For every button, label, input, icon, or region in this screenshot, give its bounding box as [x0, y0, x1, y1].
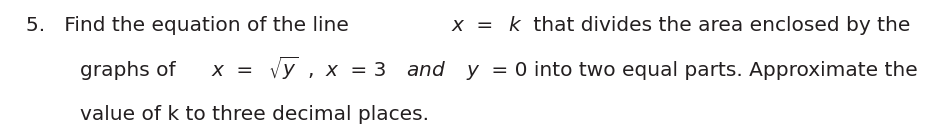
Text: ,: , [308, 61, 321, 80]
Text: $x$: $x$ [211, 61, 226, 80]
Text: 5.   Find the equation of the line: 5. Find the equation of the line [26, 16, 355, 35]
Text: $and$: $and$ [406, 61, 446, 80]
Text: that divides the area enclosed by the: that divides the area enclosed by the [526, 16, 909, 35]
Text: = 3: = 3 [344, 61, 392, 80]
Text: graphs of: graphs of [80, 61, 182, 80]
Text: =: = [230, 61, 259, 80]
Text: value of k to three decimal places.: value of k to three decimal places. [80, 105, 428, 124]
Text: $x$: $x$ [325, 61, 339, 80]
Text: =: = [469, 16, 499, 35]
Text: $k$: $k$ [507, 16, 522, 35]
Text: = 0 into two equal parts. Approximate the: = 0 into two equal parts. Approximate th… [485, 61, 917, 80]
Text: $\sqrt{y}$: $\sqrt{y}$ [268, 54, 299, 82]
Text: $x$: $x$ [450, 16, 465, 35]
Text: $y$: $y$ [466, 63, 480, 82]
